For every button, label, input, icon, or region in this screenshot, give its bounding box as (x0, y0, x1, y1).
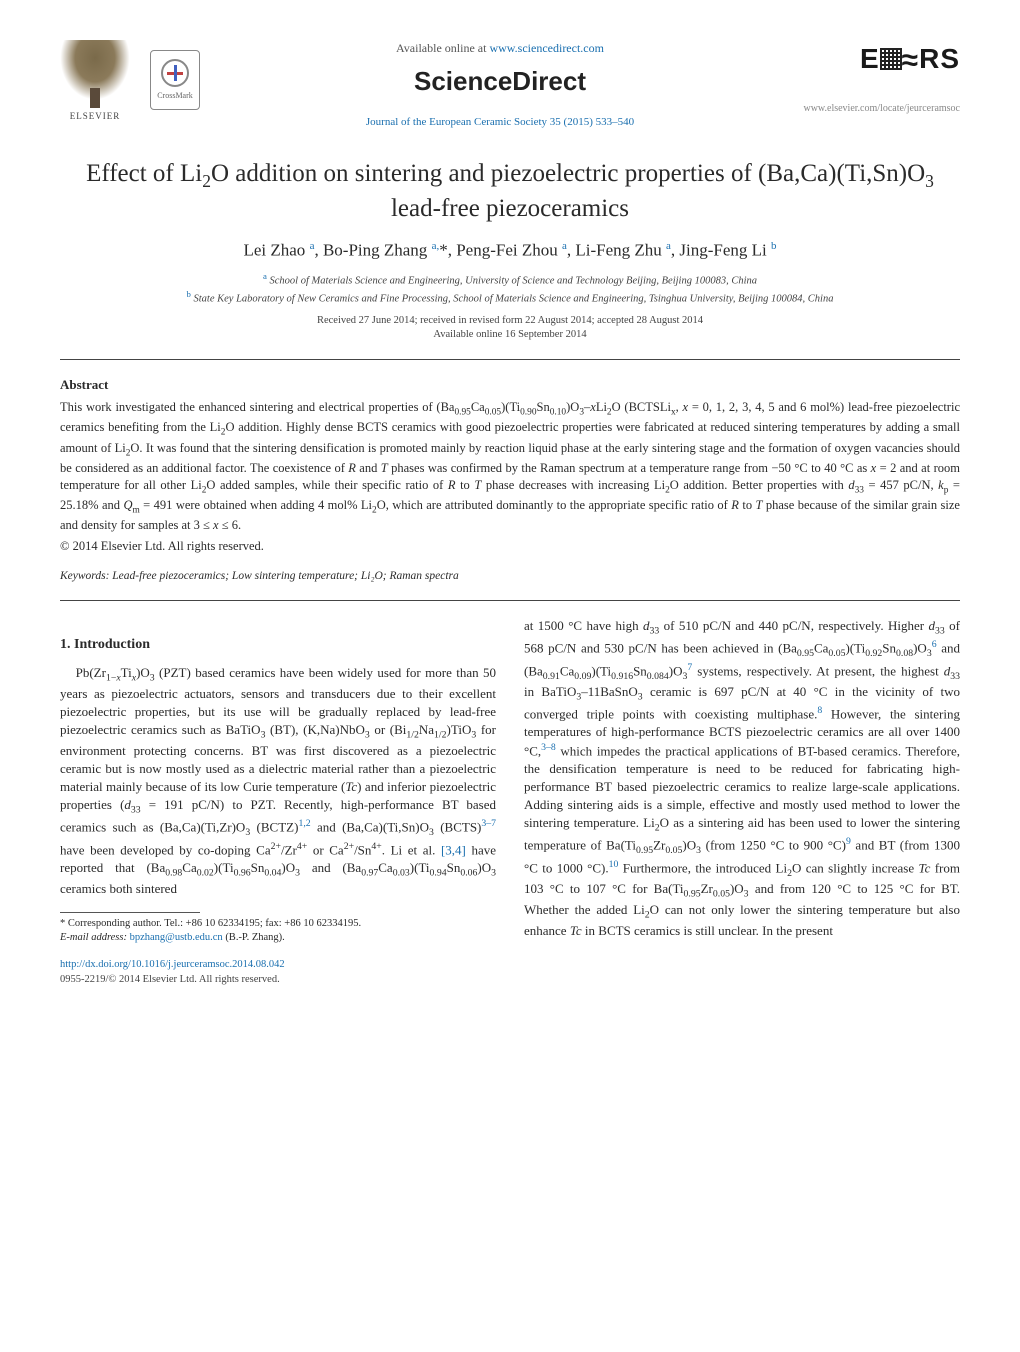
intro-paragraph-col1: Pb(Zr1−xTix)O3 (PZT) based ceramics have… (60, 664, 496, 897)
elsevier-tree-icon (60, 40, 130, 100)
ecers-logo: E≈RS (800, 40, 960, 82)
crossmark-label: CrossMark (157, 91, 193, 102)
affiliation-b-text: State Key Laboratory of New Ceramics and… (194, 293, 834, 304)
abstract-body: This work investigated the enhanced sint… (60, 399, 960, 534)
abstract-copyright: © 2014 Elsevier Ltd. All rights reserved… (60, 538, 960, 555)
corresponding-line: * Corresponding author. Tel.: +86 10 623… (60, 917, 496, 931)
journal-ref-link[interactable]: Journal of the European Ceramic Society … (366, 116, 634, 128)
issn-copyright: 0955-2219/© 2014 Elsevier Ltd. All right… (60, 974, 280, 985)
header-left-logos: ELSEVIER CrossMark (60, 40, 200, 120)
journal-homepage-url: www.elsevier.com/locate/jeurceramsoc (800, 102, 960, 116)
intro-paragraph-col2: at 1500 °C have high d33 of 510 pC/N and… (524, 617, 960, 940)
received-dates: Received 27 June 2014; received in revis… (60, 314, 960, 328)
available-online-prefix: Available online at (396, 41, 489, 55)
sciencedirect-url-link[interactable]: www.sciencedirect.com (489, 41, 604, 55)
keywords-line: Keywords: Lead-free piezoceramics; Low s… (60, 569, 960, 585)
email-suffix: (B.-P. Zhang). (223, 932, 285, 943)
column-1: 1. Introduction Pb(Zr1−xTix)O3 (PZT) bas… (60, 635, 496, 987)
keywords-label: Keywords: (60, 570, 109, 582)
page-header: ELSEVIER CrossMark Available online at w… (60, 40, 960, 130)
keywords-list: Lead-free piezoceramics; Low sintering t… (112, 570, 459, 582)
header-right: E≈RS www.elsevier.com/locate/jeurceramso… (800, 40, 960, 115)
doi-block: http://dx.doi.org/10.1016/j.jeurceramsoc… (60, 958, 496, 987)
affiliations: a School of Materials Science and Engine… (60, 271, 960, 306)
corresponding-email-link[interactable]: bpzhang@ustb.edu.cn (130, 932, 223, 943)
affiliation-a: a School of Materials Science and Engine… (60, 271, 960, 289)
affiliation-b: b State Key Laboratory of New Ceramics a… (60, 289, 960, 307)
crossmark-badge[interactable]: CrossMark (150, 50, 200, 110)
available-online-date: Available online 16 September 2014 (60, 328, 960, 342)
available-online-line: Available online at www.sciencedirect.co… (220, 40, 780, 56)
column-2: at 1500 °C have high d33 of 510 pC/N and… (524, 617, 960, 940)
affiliation-a-text: School of Materials Science and Engineer… (270, 275, 757, 286)
elsevier-label: ELSEVIER (60, 110, 130, 122)
article-title: Effect of Li2O addition on sintering and… (60, 158, 960, 225)
email-label: E-mail address: (60, 932, 130, 943)
abstract-heading: Abstract (60, 376, 960, 394)
rule-top (60, 359, 960, 360)
wave-icon: ≈ (902, 44, 919, 77)
crossmark-icon (161, 59, 189, 87)
email-line: E-mail address: bpzhang@ustb.edu.cn (B.-… (60, 931, 496, 945)
corresponding-author-footnote: * Corresponding author. Tel.: +86 10 623… (60, 917, 496, 944)
article-body: 1. Introduction Pb(Zr1−xTix)O3 (PZT) bas… (60, 617, 960, 987)
section-1-heading: 1. Introduction (60, 635, 496, 654)
author-list: Lei Zhao a, Bo-Ping Zhang a,*, Peng-Fei … (60, 239, 960, 263)
header-center: Available online at www.sciencedirect.co… (200, 40, 800, 130)
footnote-rule (60, 912, 200, 913)
doi-link[interactable]: http://dx.doi.org/10.1016/j.jeurceramsoc… (60, 959, 285, 970)
journal-reference[interactable]: Journal of the European Ceramic Society … (220, 115, 780, 130)
rule-bottom (60, 600, 960, 601)
elsevier-logo: ELSEVIER (60, 40, 130, 120)
sciencedirect-logo: ScienceDirect (220, 64, 780, 99)
qr-icon (880, 48, 902, 70)
article-dates: Received 27 June 2014; received in revis… (60, 314, 960, 342)
